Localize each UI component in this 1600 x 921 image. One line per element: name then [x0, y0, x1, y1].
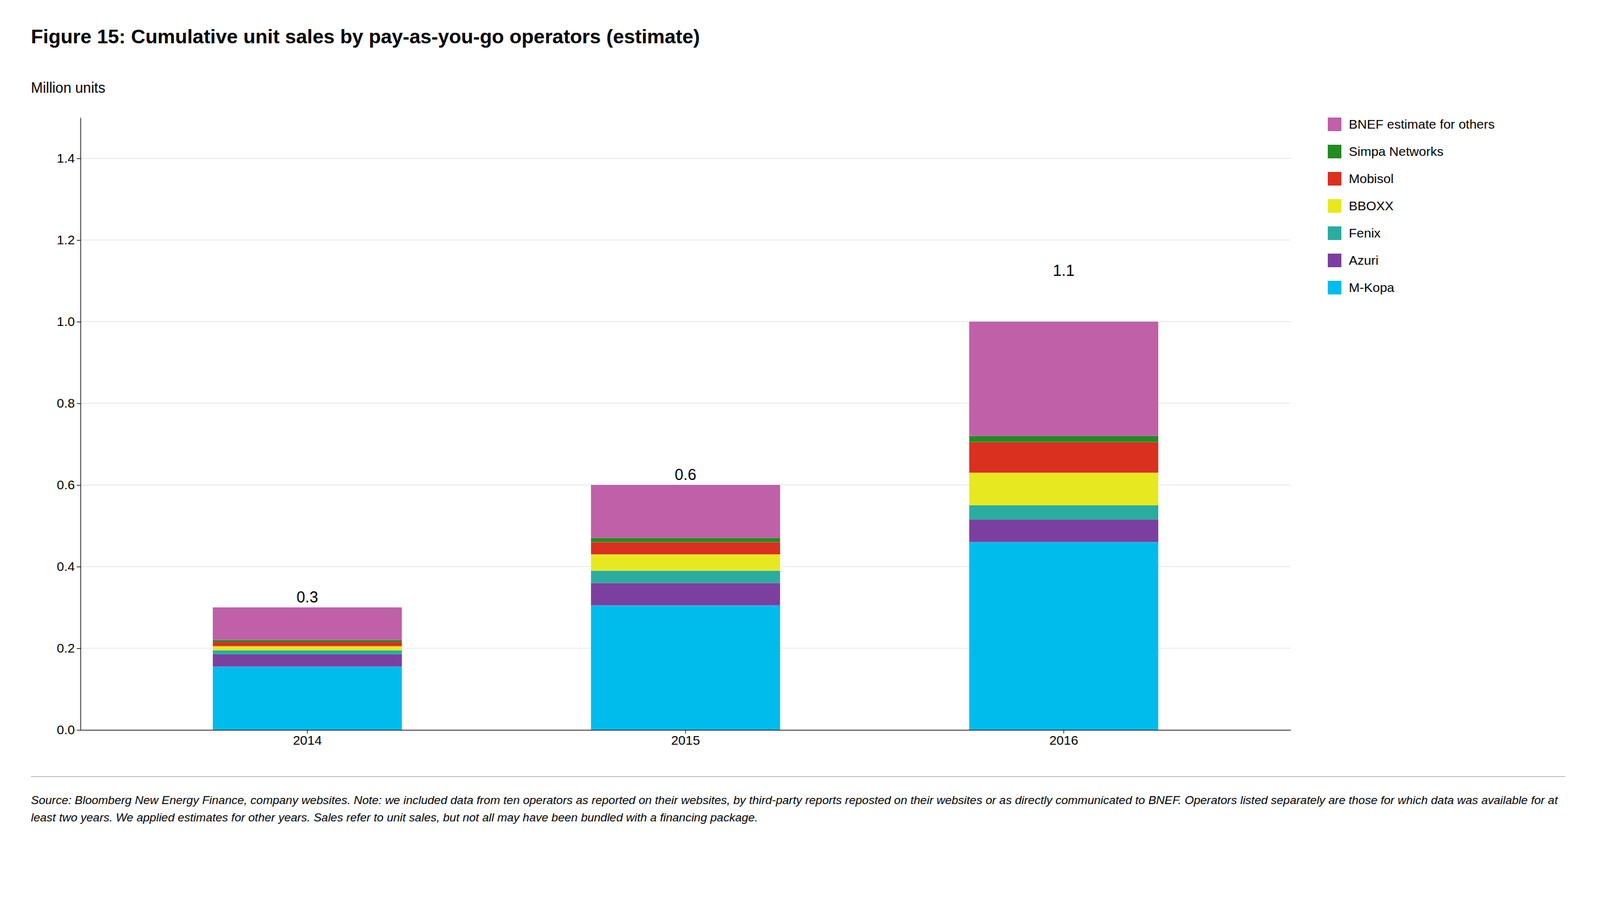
y-tick: 0.0 [56, 722, 81, 737]
y-tick-label: 0.8 [56, 395, 75, 411]
bar-segment [212, 646, 403, 651]
series [212, 519, 1159, 667]
y-tick: 1.2 [56, 232, 81, 247]
bar-segment [968, 505, 1159, 520]
bar-segment [968, 436, 1159, 443]
series [212, 472, 1159, 651]
bar-segment [212, 640, 403, 643]
bar-segment [968, 472, 1159, 506]
bar-segment [212, 607, 403, 641]
y-tick: 0.8 [56, 395, 81, 411]
bar-segment [968, 321, 1159, 437]
chart-svg: Figure 15: Cumulative unit sales by pay-… [0, 0, 1600, 768]
bars [212, 321, 1159, 731]
series [212, 436, 1159, 643]
grid-line [80, 240, 1291, 241]
y-tick-label: 0.2 [56, 640, 75, 656]
bar-segment [590, 571, 781, 584]
bar-segment [968, 541, 1159, 731]
x-tick-label: 2015 [671, 733, 701, 748]
y-tick-mark [76, 240, 81, 241]
legend-swatch [1327, 144, 1342, 159]
y-tick-label: 1.0 [56, 314, 75, 329]
plot: Million units 0.0 0.2 0.4 0.6 0.8 1.0 1.2 1.4 201… [30, 79, 1292, 748]
legend-item: BBOXX [1327, 198, 1394, 213]
legend-swatch [1327, 117, 1342, 132]
grid-line [80, 158, 1291, 160]
series [212, 442, 1159, 647]
y-tick: 1.0 [56, 314, 81, 329]
bar-segment [590, 554, 781, 571]
bar-segment [590, 582, 781, 606]
x-axis: 2014 2015 2016 [81, 730, 1292, 748]
legend-label: BBOXX [1348, 198, 1394, 213]
legend-item: Mobisol [1327, 171, 1394, 186]
bar-segment [212, 654, 403, 667]
y-tick-label: 0.4 [56, 559, 76, 574]
y-axis: 0.0 0.2 0.4 0.6 0.8 1.0 1.2 1.4 [56, 118, 82, 738]
grid [80, 158, 1291, 731]
legend-swatch [1327, 199, 1342, 213]
legend-item: M-Kopa [1327, 280, 1395, 295]
bar-segment [212, 650, 403, 655]
y-tick-mark [76, 730, 81, 731]
x-tick-label: 2016 [1049, 733, 1079, 748]
legend-label: Mobisol [1348, 171, 1394, 186]
legend-label: Azuri [1348, 253, 1379, 268]
bar-segment [968, 442, 1159, 474]
legend-swatch [1327, 280, 1342, 295]
bar-segment [590, 538, 781, 543]
y-axis-title: Million units [30, 79, 106, 96]
y-tick-label: 0.6 [56, 477, 75, 492]
bar-segment [212, 642, 403, 647]
y-tick-label: 1.2 [56, 232, 75, 247]
legend-item: Azuri [1327, 253, 1379, 268]
y-tick-mark [76, 485, 81, 486]
legend-label: BNEF estimate for others [1348, 116, 1495, 132]
y-tick-label: 1.4 [56, 150, 76, 166]
y-tick: 0.4 [56, 559, 81, 574]
y-tick-mark [76, 158, 81, 160]
legend-swatch [1327, 226, 1342, 241]
y-tick-mark [76, 648, 81, 650]
x-tick: 2016 [1049, 730, 1079, 748]
legend-label: Simpa Networks [1348, 144, 1444, 159]
legend-item: BNEF estimate for others [1327, 116, 1495, 132]
y-tick-label: 0.0 [56, 722, 75, 737]
legend-label: M-Kopa [1348, 280, 1395, 295]
y-tick-mark [76, 321, 81, 323]
series [212, 541, 1159, 731]
series [212, 321, 1159, 641]
y-tick: 1.4 [56, 150, 81, 166]
legend-swatch [1327, 253, 1342, 268]
bar-segment [590, 485, 781, 539]
x-tick: 2015 [671, 730, 701, 748]
y-tick-mark [76, 403, 81, 405]
title: Figure 15: Cumulative unit sales by pay-… [30, 25, 700, 48]
y-tick: 0.2 [56, 640, 81, 656]
total-label: 0.6 [675, 465, 697, 484]
bar-segment [590, 541, 781, 555]
legend: BNEF estimate for others Simpa Networks Mo… [1327, 116, 1495, 295]
x-tick-label: 2014 [292, 733, 322, 748]
bar-segment [212, 666, 403, 731]
legend-label: Fenix [1348, 225, 1381, 241]
source-note: Source: Bloomberg New Energy Finance, co… [30, 776, 1566, 826]
y-tick-mark [76, 566, 81, 568]
bar-segment [590, 605, 781, 731]
legend-swatch [1327, 172, 1342, 186]
y-axis-line [80, 118, 82, 731]
total-label: 1.1 [1053, 261, 1075, 280]
x-tick: 2014 [292, 730, 322, 748]
y-tick: 0.6 [56, 477, 81, 492]
legend-item: Fenix [1327, 225, 1381, 241]
legend-item: Simpa Networks [1327, 144, 1444, 159]
total-label: 0.3 [296, 588, 319, 606]
bar-segment [968, 519, 1159, 542]
totals: 0.3 0.6 1.1 [296, 261, 1075, 606]
